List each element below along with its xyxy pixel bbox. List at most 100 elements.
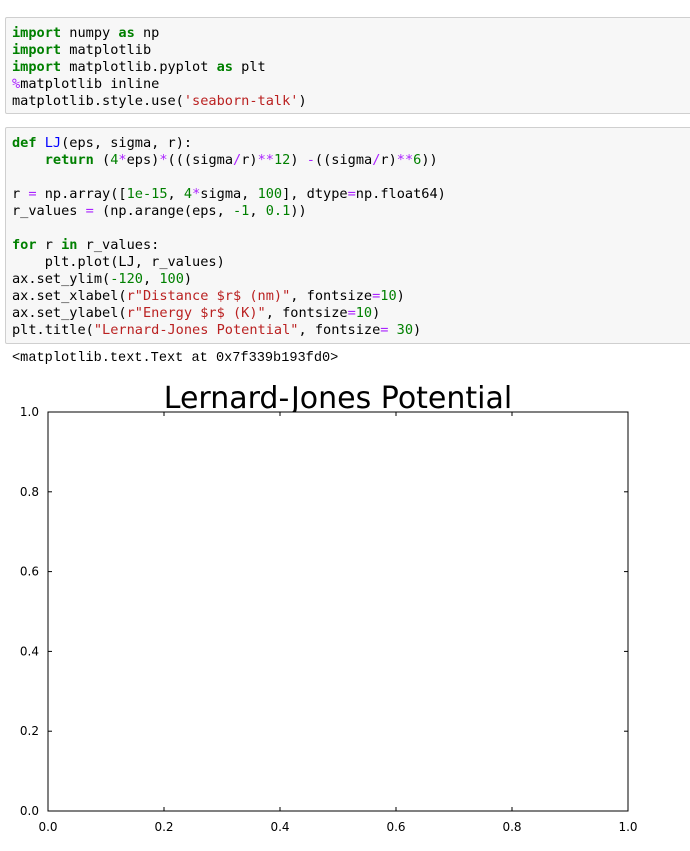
code-token: = — [28, 186, 37, 202]
code-editor-imports[interactable]: import numpy as np import matplotlib impor… — [12, 25, 688, 110]
code-token: plt.title( — [12, 322, 94, 338]
code-token: matplotlib.pyplot — [61, 59, 217, 75]
code-token: ) — [290, 152, 307, 168]
y-tick-label: 0.4 — [20, 644, 39, 658]
code-token: 12 — [273, 152, 291, 168]
code-cell-lj-plot[interactable]: def LJ(eps, sigma, r): return (4*eps)*((… — [5, 127, 690, 344]
code-token: np.float64) — [355, 186, 446, 202]
code-token: as — [216, 59, 233, 75]
code-token: for — [12, 237, 37, 253]
code-token: ** — [257, 152, 274, 168]
code-line: plt.title("Lernard-Jones Potential", fon… — [12, 322, 688, 339]
code-token: r"Energy $r$ (K)" — [126, 305, 266, 321]
code-token: return — [44, 152, 94, 168]
code-token: (np.arange(eps, — [93, 203, 233, 219]
code-line — [12, 220, 688, 237]
code-token: , — [167, 186, 184, 202]
code-token — [12, 152, 45, 168]
code-token: matplotlib inline — [20, 76, 160, 92]
code-token — [37, 135, 45, 151]
code-token: * — [118, 152, 127, 168]
code-token: -1 — [233, 203, 250, 219]
code-token: sigma, — [200, 186, 258, 202]
code-token: * — [192, 186, 201, 202]
code-editor-lj-plot[interactable]: def LJ(eps, sigma, r): return (4*eps)*((… — [12, 135, 688, 339]
code-token: )) — [290, 203, 307, 219]
code-token: 30 — [396, 322, 414, 338]
code-token: ** — [396, 152, 414, 168]
code-token: plt.plot(LJ, r_values) — [12, 254, 225, 270]
code-token: / — [372, 152, 381, 168]
plot-figure: Lernard-Jones Potential 0.0 0.2 0.4 0.6 0.8 1… — [20, 381, 638, 834]
code-token: ) — [372, 305, 381, 321]
code-token: ax.set_ylabel( — [12, 305, 127, 321]
code-token: ], dtype — [282, 186, 348, 202]
code-token: 10 — [380, 288, 397, 304]
code-line: import numpy as np — [12, 25, 688, 42]
code-line: plt.plot(LJ, r_values) — [12, 254, 688, 271]
axis-ticks: 0.0 0.2 0.4 0.6 0.8 1.0 0.0 0.2 0.4 0.6 0.8 1.0 — [20, 405, 638, 834]
code-token: numpy — [61, 25, 119, 41]
code-line: import matplotlib — [12, 42, 688, 59]
code-line: def LJ(eps, sigma, r): — [12, 135, 688, 152]
code-token: r — [36, 237, 62, 253]
code-token: ax.set_ylim( — [12, 271, 111, 287]
code-token: = — [85, 203, 94, 219]
code-token: r) — [380, 152, 397, 168]
code-token: ) — [298, 93, 307, 109]
code-token: = — [347, 305, 356, 321]
code-line: %matplotlib inline — [12, 76, 688, 93]
x-tick-label: 0.6 — [386, 820, 405, 834]
code-token: matplotlib.style.use( — [12, 93, 184, 109]
code-line: for r in r_values: — [12, 237, 688, 254]
code-token: ) — [413, 322, 422, 338]
code-token: 100 — [257, 186, 283, 202]
code-token: 4 — [183, 186, 193, 202]
code-token: / — [233, 152, 242, 168]
code-token — [388, 322, 396, 338]
code-line: ax.set_xlabel(r"Distance $r$ (nm)", font… — [12, 288, 688, 305]
code-token: r_values — [12, 203, 86, 219]
plot-area — [47, 411, 629, 812]
code-token: ((sigma — [314, 152, 373, 168]
code-token: r_values: — [77, 237, 160, 253]
code-token: LJ — [44, 135, 62, 151]
code-token: 'seaborn-talk' — [183, 93, 299, 109]
code-token: r) — [241, 152, 258, 168]
y-tick-label: 0.6 — [20, 565, 39, 579]
chart-title: Lernard-Jones Potential — [164, 381, 512, 416]
code-token: 4 — [110, 152, 119, 168]
code-token: r — [12, 186, 29, 202]
code-token: , fontsize — [265, 305, 348, 321]
code-token: plt — [232, 59, 266, 75]
code-token: ax.set_xlabel( — [12, 288, 127, 304]
code-line — [12, 169, 688, 186]
code-token: def — [12, 135, 37, 151]
code-line: ax.set_ylim(-120, 100) — [12, 271, 688, 288]
code-token: import — [12, 25, 62, 41]
code-line: r_values = (np.arange(eps, -1, 0.1)) — [12, 203, 688, 220]
code-token: = — [372, 288, 381, 304]
code-token: matplotlib — [61, 42, 152, 58]
code-token: r"Distance $r$ (nm)" — [126, 288, 291, 304]
code-cell-imports[interactable]: import numpy as np import matplotlib impor… — [5, 17, 690, 114]
code-line: return (4*eps)*(((sigma/r)**12) -((sigma… — [12, 152, 688, 169]
code-token: 0.1 — [265, 203, 291, 219]
code-token: 10 — [355, 305, 373, 321]
code-line: r = np.array([1e-15, 4*sigma, 100], dtyp… — [12, 186, 688, 203]
code-token: = — [347, 186, 356, 202]
cell-output-text: <matplotlib.text.Text at 0x7f339b193fd0> — [12, 351, 339, 366]
x-tick-label: 0.2 — [154, 820, 173, 834]
code-token: , fontsize — [290, 288, 373, 304]
code-token: 6 — [413, 152, 422, 168]
code-line: matplotlib.style.use('seaborn-talk') — [12, 93, 688, 110]
y-tick-label: 0.8 — [20, 485, 39, 499]
y-tick-label: 0.2 — [20, 724, 39, 738]
code-line: import matplotlib.pyplot as plt — [12, 59, 688, 76]
code-token: , — [249, 203, 266, 219]
code-token: ) — [183, 271, 193, 287]
code-token: as — [118, 25, 135, 41]
code-token: 100 — [159, 271, 184, 287]
code-token: import — [12, 59, 62, 75]
code-token: - — [306, 152, 315, 168]
